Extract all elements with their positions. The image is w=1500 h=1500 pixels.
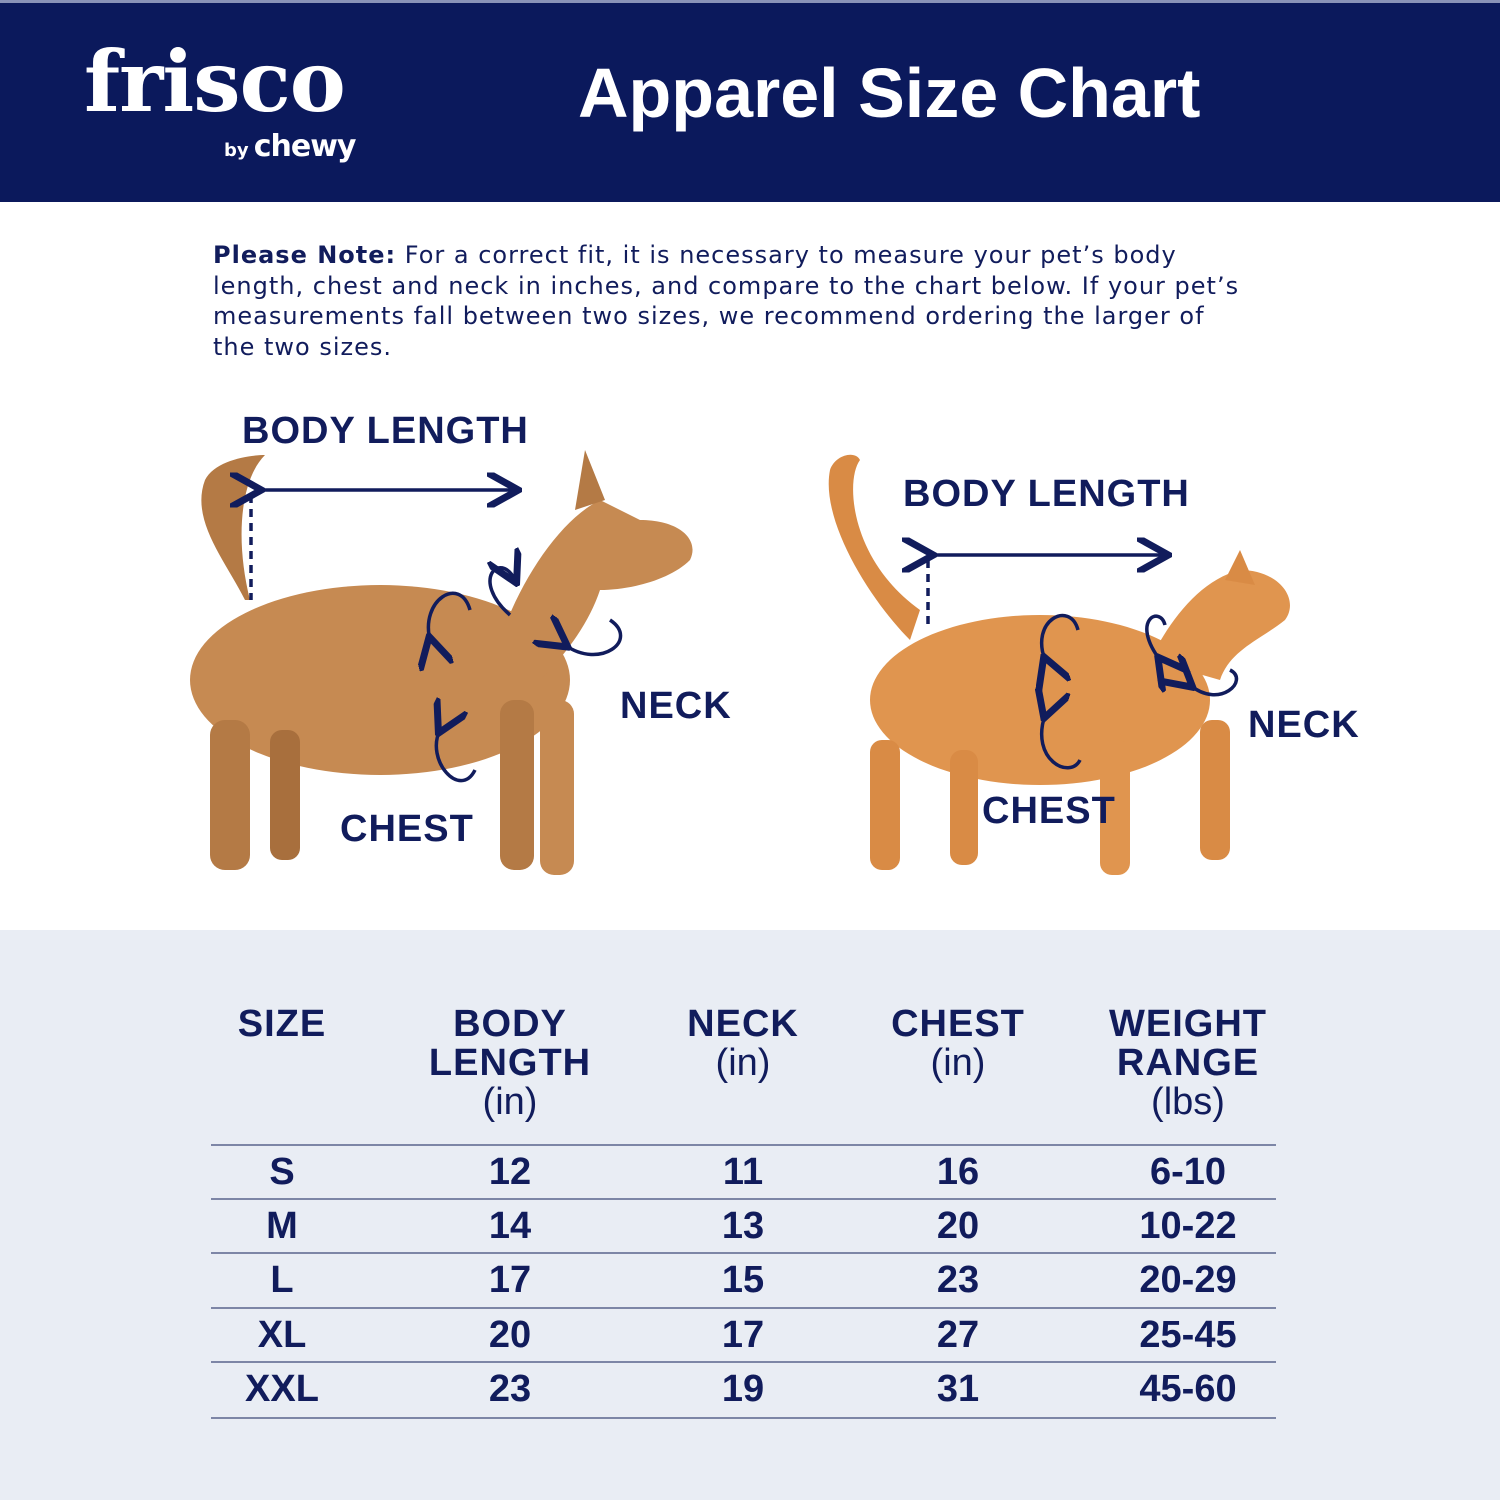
table-cell: 10-22 (1139, 1205, 1237, 1248)
table-cell: 20-29 (1139, 1259, 1237, 1302)
table-cell: XXL (245, 1367, 319, 1410)
logo-chewy: chewy (253, 129, 357, 164)
table-cell: 19 (721, 1367, 765, 1410)
table-cell: 14 (488, 1205, 532, 1248)
header-title: BODY (453, 1003, 567, 1045)
logo-sub: by chewy (224, 129, 357, 164)
measurement-note: Please Note: For a correct fit, it is ne… (213, 240, 1253, 362)
pet-measurement-illustration (190, 450, 1290, 875)
frisco-logo: frisco by chewy (84, 32, 356, 165)
note-text: For a correct fit, it is necessary to me… (213, 241, 1240, 361)
table-row: XXL 23 19 31 45-60 (211, 1360, 1276, 1419)
table-cell: XL (257, 1313, 307, 1356)
table-cell: 17 (488, 1259, 532, 1302)
dog-chest-label: CHEST (340, 808, 474, 850)
table-cell: 12 (488, 1151, 532, 1193)
table-cell: 16 (936, 1151, 980, 1193)
header-title: WEIGHT (1109, 1003, 1267, 1045)
logo-brand: frisco (84, 32, 346, 131)
dog-image (190, 450, 693, 875)
table-cell: 31 (936, 1367, 980, 1410)
table-cell: 11 (722, 1151, 764, 1193)
cat-chest-label: CHEST (982, 790, 1116, 832)
header-body-length: BODY LENGTH (in) (390, 1005, 630, 1122)
table-cell: 13 (721, 1205, 765, 1248)
header-title: LENGTH (428, 1042, 592, 1084)
header-size: SIZE (162, 1005, 402, 1044)
header-unit: (lbs) (1151, 1081, 1225, 1123)
table-cell: 6-10 (1149, 1151, 1227, 1193)
table-cell: 27 (936, 1313, 980, 1356)
table-cell: 15 (721, 1259, 765, 1302)
header-chest: CHEST (in) (838, 1005, 1078, 1083)
header-neck: NECK (in) (623, 1005, 863, 1083)
table-cell: 17 (721, 1313, 765, 1356)
table-cell: 20 (488, 1313, 532, 1356)
table-row: S 12 11 16 6-10 (211, 1144, 1276, 1200)
header-banner: frisco by chewy Apparel Size Chart (0, 0, 1500, 202)
header-title: NECK (687, 1003, 799, 1045)
logo-by: by (224, 140, 249, 161)
size-table: SIZE BODY LENGTH (in) NECK (in) CHEST (in) W… (0, 930, 1500, 1500)
measurement-arrows (251, 490, 1239, 783)
note-label: Please Note: (213, 241, 397, 269)
table-cell: M (266, 1205, 298, 1248)
header-unit: (in) (715, 1042, 771, 1084)
dog-neck-label: NECK (620, 685, 732, 727)
header-title: RANGE (1116, 1042, 1260, 1084)
table-cell: 23 (936, 1259, 980, 1302)
header-title: SIZE (237, 1003, 327, 1045)
header-title: CHEST (891, 1003, 1025, 1045)
cat-neck-label: NECK (1248, 704, 1360, 746)
header-unit: (in) (930, 1042, 986, 1084)
header-unit: (in) (482, 1081, 538, 1123)
cat-body-length-label: BODY LENGTH (903, 473, 1190, 515)
table-cell: 25-45 (1139, 1313, 1237, 1356)
table-row: M 14 13 20 10-22 (211, 1198, 1276, 1254)
page-title: Apparel Size Chart (578, 54, 1201, 132)
table-cell: 23 (488, 1367, 532, 1410)
table-row: XL 20 17 27 25-45 (211, 1306, 1276, 1363)
table-cell: 45-60 (1139, 1367, 1237, 1410)
table-cell: L (270, 1259, 294, 1302)
header-weight-range: WEIGHT RANGE (lbs) (1068, 1005, 1308, 1122)
table-cell: 20 (936, 1205, 980, 1248)
table-row: L 17 15 23 20-29 (211, 1252, 1276, 1308)
table-cell: S (269, 1151, 295, 1193)
dog-body-length-label: BODY LENGTH (242, 410, 529, 452)
